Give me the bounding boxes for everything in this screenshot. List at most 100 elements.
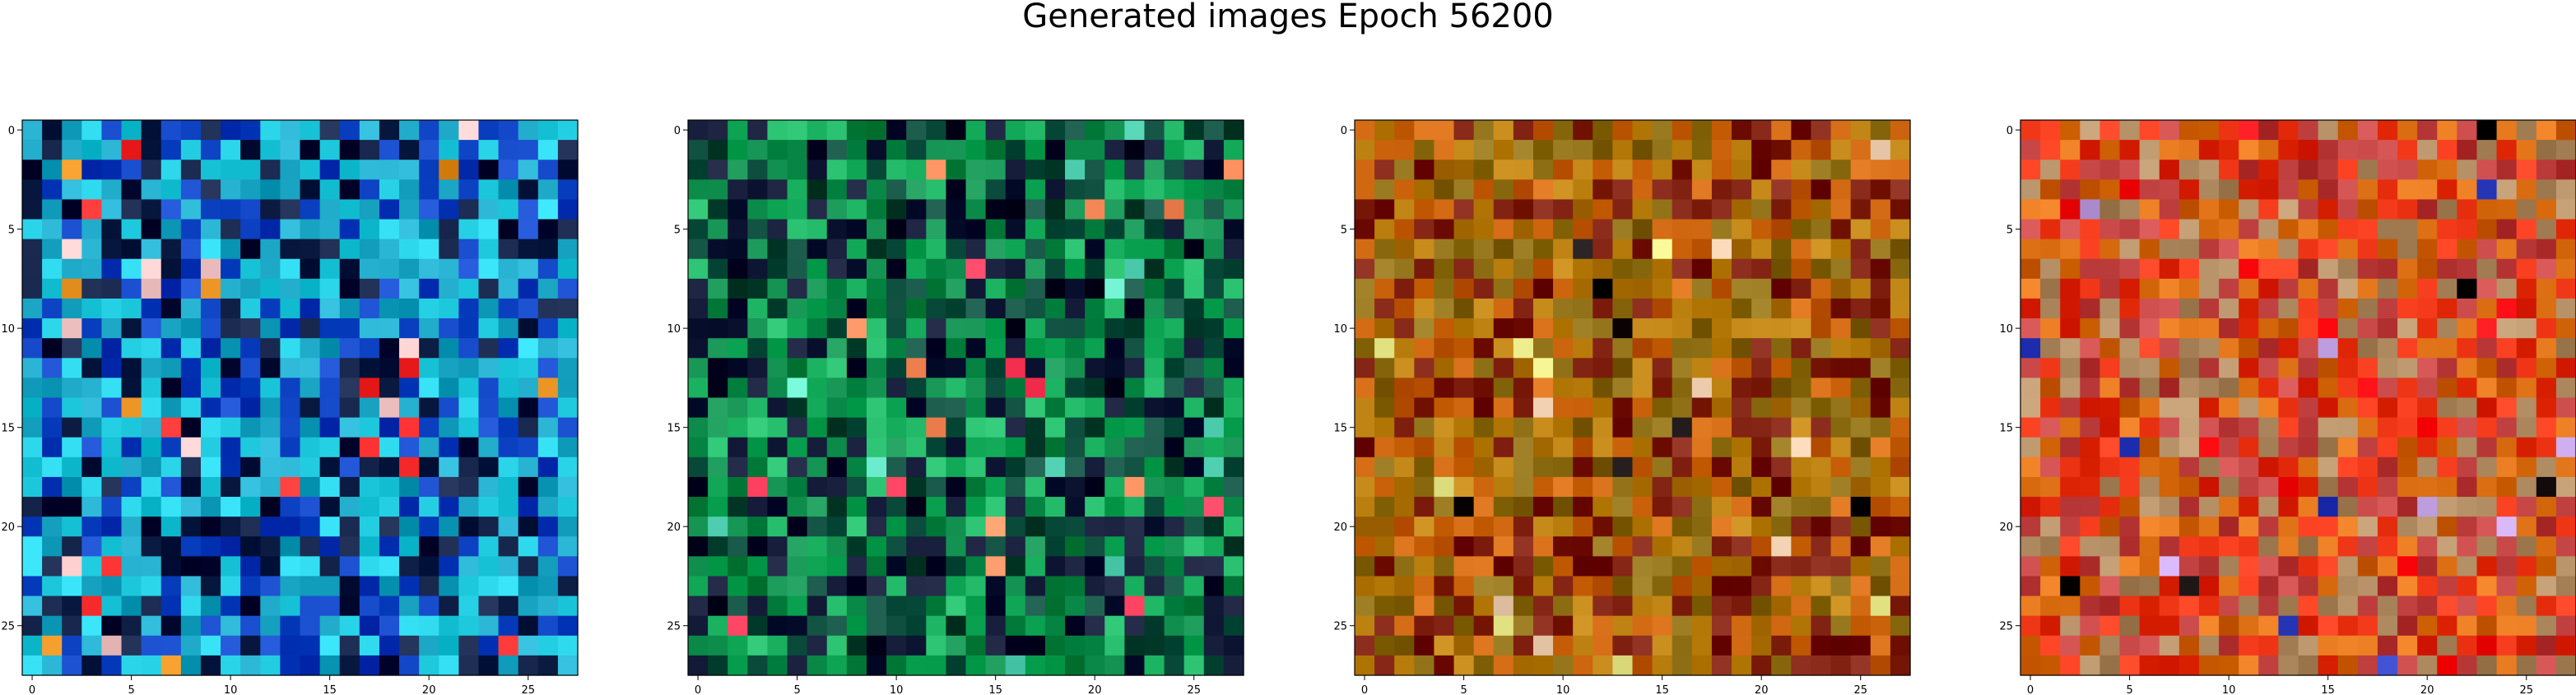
pixel-cell — [2139, 338, 2160, 359]
pixel-cell — [1751, 397, 1772, 419]
pixel-cell — [2318, 456, 2339, 478]
pixel-cell — [1672, 219, 1693, 240]
pixel-cell — [518, 437, 539, 458]
pixel-cell — [846, 239, 867, 260]
pixel-cell — [2417, 536, 2438, 557]
pixel-cell — [2278, 397, 2299, 419]
x-tick-label: 25 — [1187, 684, 1201, 695]
pixel-cell — [478, 318, 500, 339]
pixel-cell — [81, 378, 103, 399]
pixel-cell — [2099, 160, 2121, 180]
pixel-cell — [300, 378, 321, 399]
pixel-cell — [728, 358, 748, 378]
pixel-cell — [1513, 358, 1534, 378]
pixel-cell — [260, 239, 281, 260]
pixel-cell — [221, 655, 241, 676]
pixel-cell — [260, 278, 281, 299]
pixel-cell — [2178, 595, 2200, 617]
pixel-cell — [946, 239, 967, 260]
pixel-cell — [1104, 278, 1125, 299]
pixel-cell — [518, 476, 539, 498]
pixel-cell — [2298, 258, 2319, 280]
x-tick-label: 25 — [1853, 684, 1867, 695]
pixel-cell — [1044, 437, 1066, 458]
pixel-cell — [2239, 655, 2259, 676]
pixel-cell — [419, 615, 439, 637]
pixel-cell — [1870, 120, 1891, 141]
pixel-cell — [946, 417, 967, 438]
pixel-cell — [1394, 140, 1415, 160]
pixel-cell — [1104, 497, 1125, 517]
pixel-cell — [1005, 456, 1026, 478]
pixel-cell — [557, 397, 579, 419]
pixel-cell — [866, 437, 887, 458]
pixel-cell — [1593, 378, 1613, 399]
pixel-cell — [160, 476, 182, 498]
pixel-cell — [2457, 120, 2478, 141]
pixel-cell — [1144, 378, 1165, 399]
pixel-cell — [1124, 635, 1146, 656]
pixel-cell — [240, 635, 261, 656]
pixel-cell — [2298, 318, 2319, 339]
pixel-cell — [926, 576, 946, 597]
pixel-cell — [2258, 417, 2279, 438]
pixel-cell — [339, 278, 360, 299]
pixel-cell — [1632, 635, 1653, 656]
pixel-cell — [200, 476, 221, 498]
pixel-cell — [518, 199, 539, 220]
pixel-cell — [2080, 576, 2101, 597]
pixel-cell — [2258, 258, 2279, 280]
pixel-cell — [1751, 239, 1772, 260]
pixel-cell — [2278, 278, 2299, 299]
pixel-cell — [1005, 397, 1026, 419]
pixel-cell — [1124, 358, 1146, 378]
pixel-cell — [1771, 437, 1792, 458]
pixel-cell — [2178, 476, 2200, 498]
pixel-cell — [1223, 378, 1244, 399]
pixel-cell — [846, 179, 867, 201]
pixel-cell — [2417, 378, 2438, 399]
pixel-cell — [2198, 120, 2220, 141]
pixel-cell — [1771, 298, 1792, 319]
pixel-cell — [399, 655, 420, 676]
pixel-cell — [498, 517, 519, 537]
pixel-cell — [379, 417, 400, 438]
pixel-cell — [1830, 417, 1852, 438]
pixel-cell — [160, 219, 182, 240]
pixel-cell — [965, 417, 987, 438]
pixel-cell — [2080, 298, 2101, 319]
pixel-cell — [946, 556, 967, 577]
pixel-cell — [2020, 437, 2041, 458]
pixel-cell — [1850, 278, 1872, 299]
pixel-cell — [1711, 199, 1732, 220]
pixel-cell — [787, 338, 808, 359]
pixel-cell — [826, 179, 848, 201]
pixel-cell — [2357, 318, 2378, 339]
pixel-cell — [81, 278, 103, 299]
pixel-cell — [1104, 140, 1125, 160]
pixel-cell — [1652, 219, 1673, 240]
pixel-cell — [1870, 556, 1891, 577]
pixel-cell — [1044, 278, 1066, 299]
pixel-cell — [2178, 179, 2200, 201]
pixel-cell — [787, 456, 808, 478]
pixel-cell — [300, 160, 321, 180]
pixel-cell — [1085, 476, 1105, 498]
pixel-cell — [1791, 358, 1812, 378]
pixel-cell — [1532, 358, 1554, 378]
pixel-cell — [787, 595, 808, 617]
pixel-cell — [1104, 199, 1125, 220]
pixel-cell — [1183, 456, 1205, 478]
pixel-cell — [221, 417, 241, 438]
pixel-cell — [1751, 595, 1772, 617]
pixel-cell — [965, 160, 987, 180]
pixel-cell — [439, 417, 459, 438]
pixel-cell — [826, 517, 848, 537]
pixel-cell — [518, 497, 539, 517]
pixel-cell — [557, 219, 579, 240]
pixel-cell — [240, 536, 261, 557]
pixel-cell — [1085, 437, 1105, 458]
pixel-cell — [866, 595, 887, 617]
pixel-cell — [1532, 298, 1554, 319]
pixel-cell — [2298, 536, 2319, 557]
